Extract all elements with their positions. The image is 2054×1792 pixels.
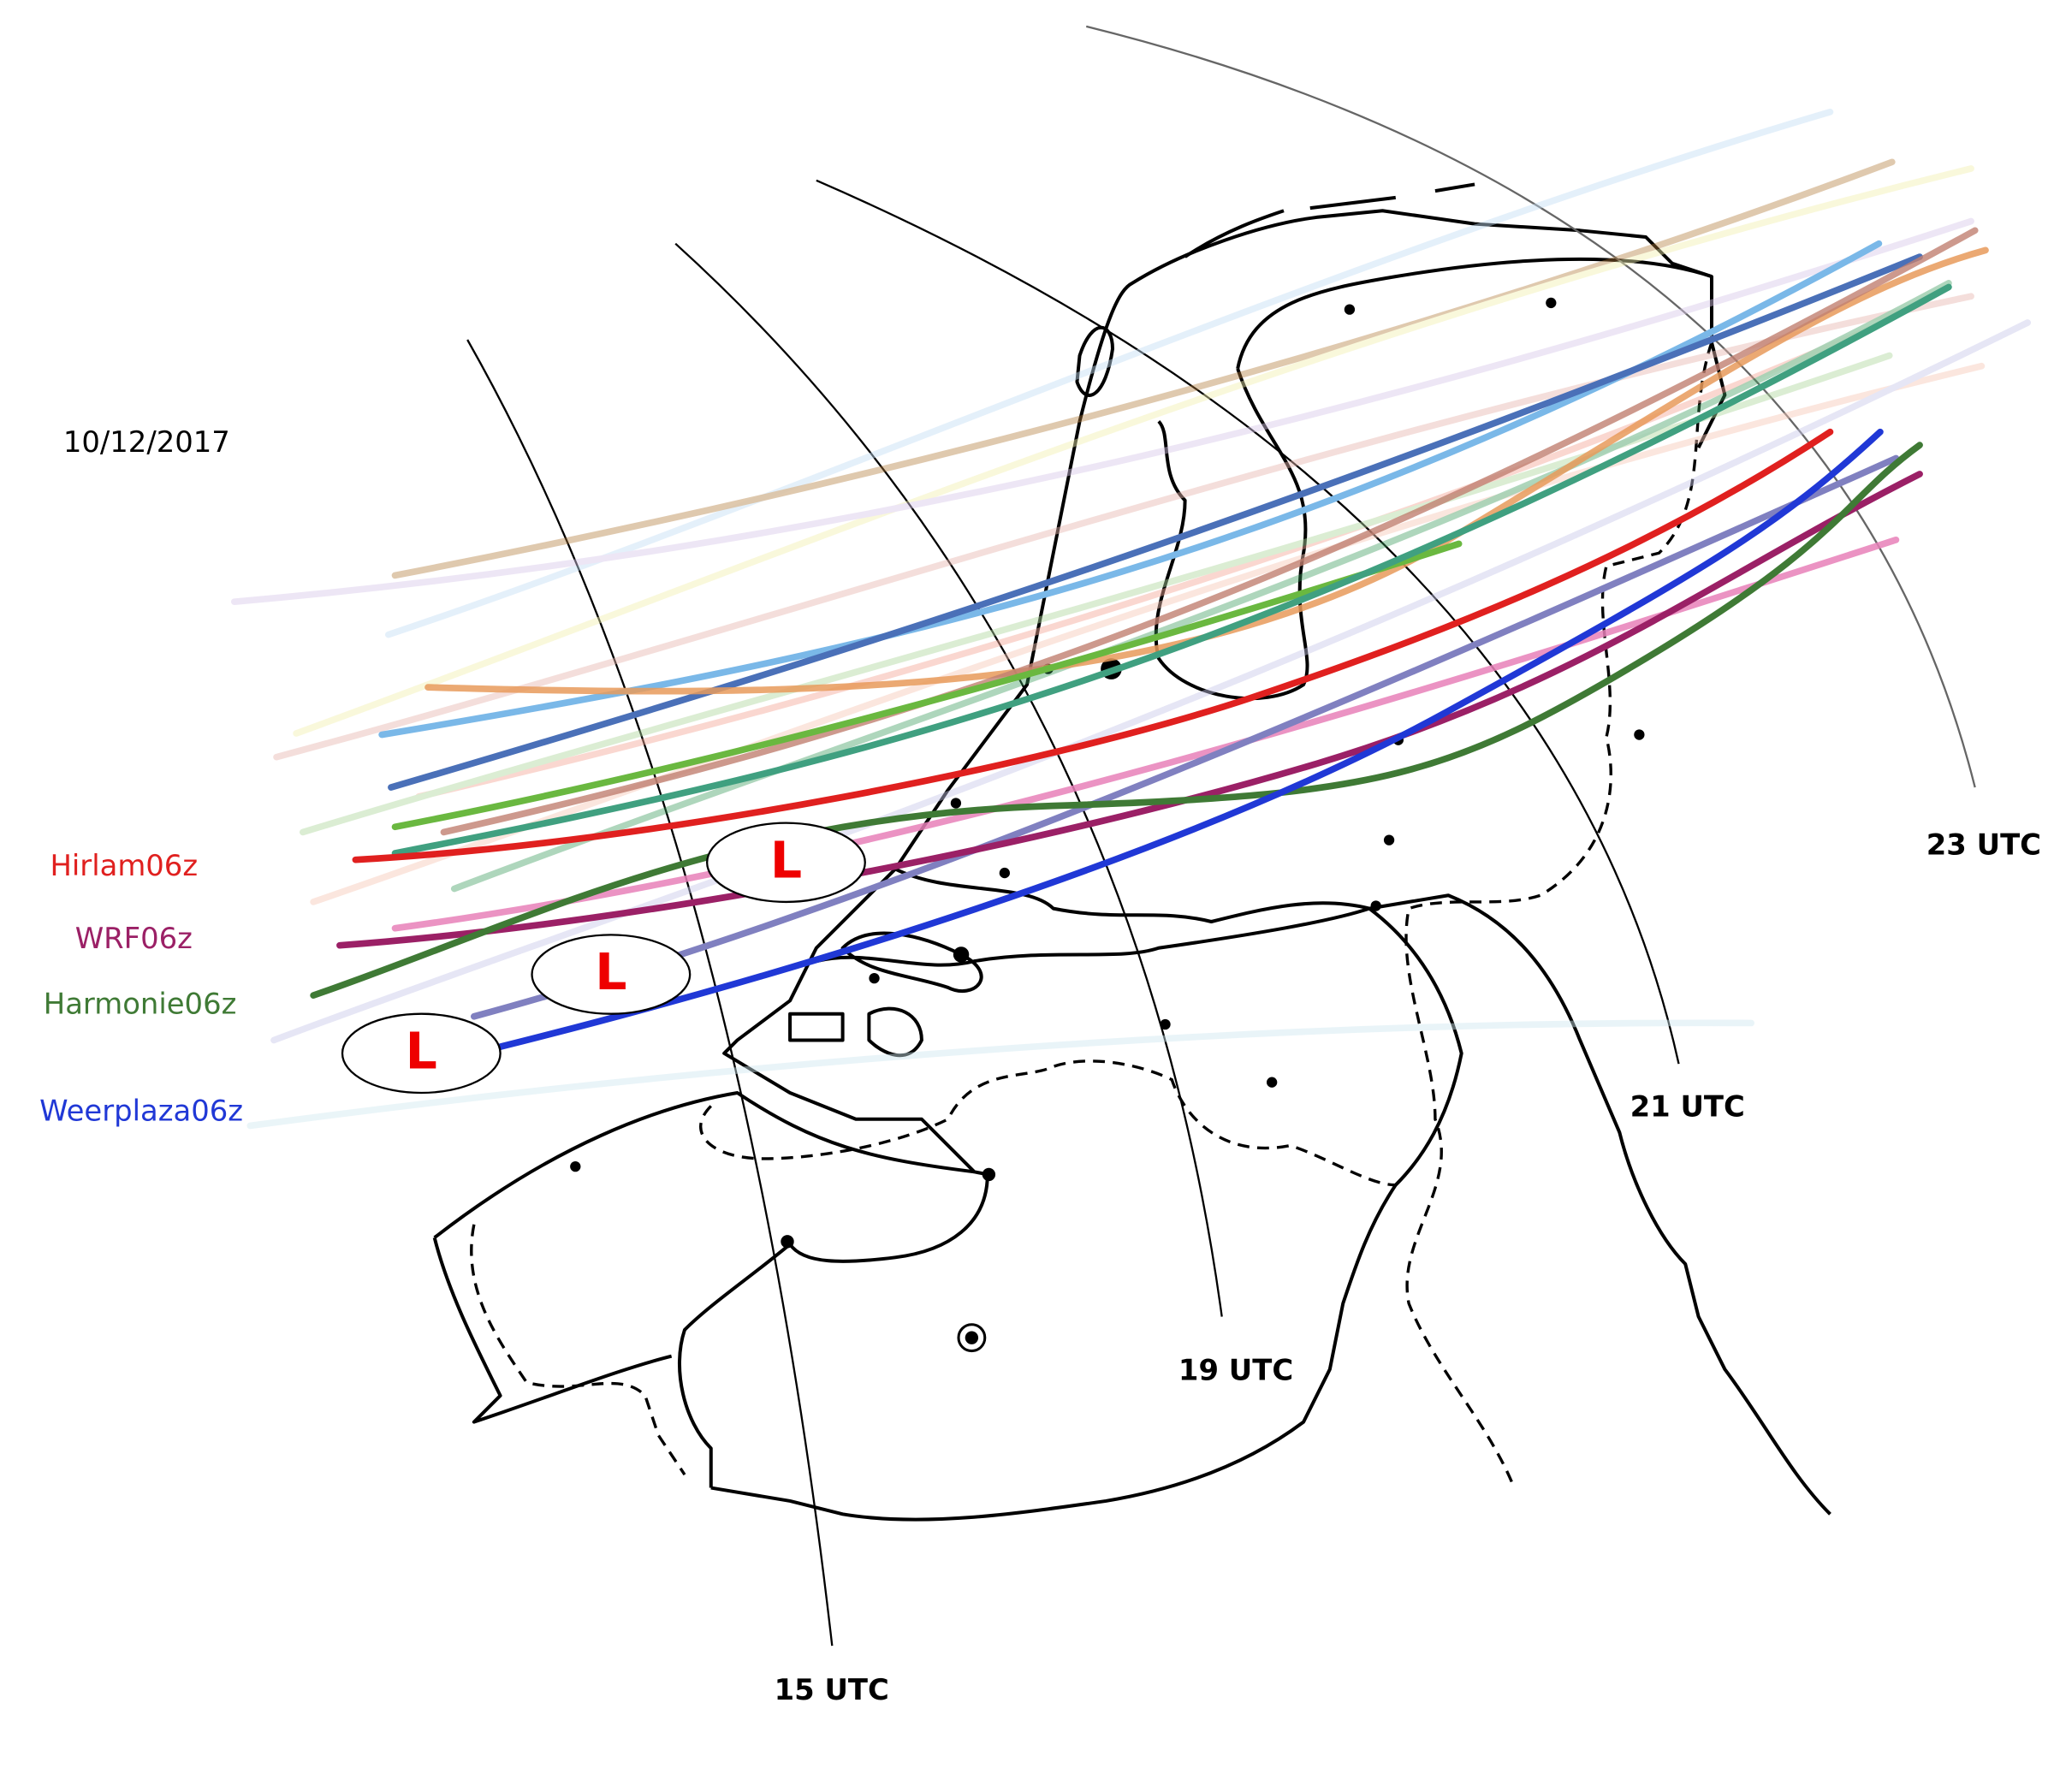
- track: [336, 471, 1923, 949]
- time-label: 23 UTC: [1926, 828, 2041, 862]
- track: [496, 428, 1884, 1050]
- low-label: L: [595, 943, 626, 1001]
- legend-label: WRF06z: [75, 922, 193, 955]
- track: [352, 428, 1834, 863]
- other-tracks: [378, 227, 1989, 1020]
- coastline: [432, 182, 1831, 1522]
- low-marker: [531, 934, 692, 1015]
- model-tracks: [310, 428, 1923, 1050]
- time-label: 19 UTC: [1178, 1353, 1293, 1386]
- track: [310, 442, 1923, 999]
- low-label: L: [770, 831, 802, 889]
- faint-tracks: [231, 108, 2032, 1130]
- legend-label: Weerplaza06z: [39, 1094, 243, 1127]
- legend-label: Harmonie06z: [44, 988, 237, 1021]
- time-label: 21 UTC: [1630, 1090, 1745, 1124]
- low-marker: [341, 1012, 502, 1095]
- borders: [470, 341, 1713, 1489]
- isochrone-19: [674, 242, 1223, 1317]
- date: 10/12/2017: [63, 425, 230, 459]
- time-label: 15 UTC: [775, 1673, 889, 1706]
- lows: L L L: [341, 822, 866, 1095]
- low-marker: [706, 822, 866, 904]
- low-label: L: [406, 1022, 437, 1080]
- cities: [570, 297, 1645, 1353]
- isochrone-23: [1085, 25, 1976, 788]
- legend-label: Hirlam06z: [50, 849, 198, 882]
